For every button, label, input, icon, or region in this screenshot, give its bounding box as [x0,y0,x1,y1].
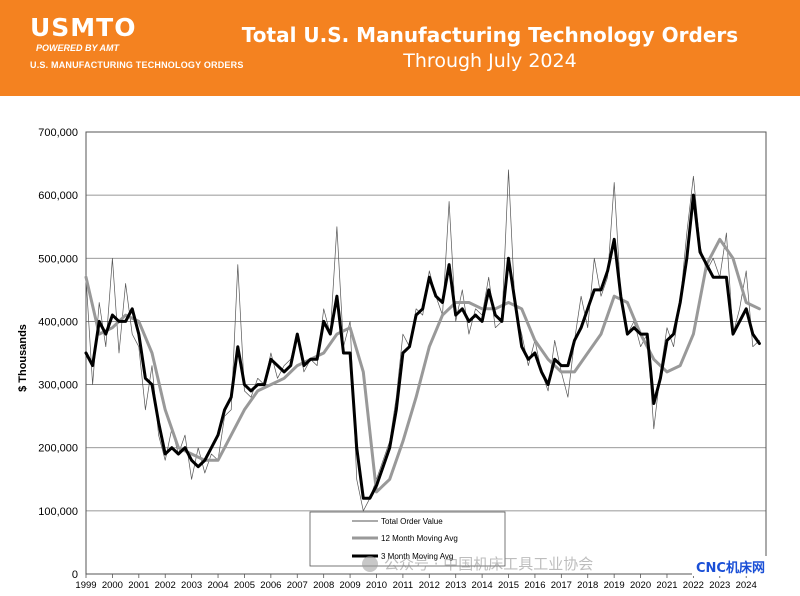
chart-title: Total U.S. Manufacturing Technology Orde… [241,23,739,47]
x-tick-label: 2014 [472,580,493,591]
x-tick-label: 2007 [287,580,308,591]
x-tick-label: 2015 [498,580,519,591]
x-tick-label: 2009 [340,580,361,591]
x-tick-label: 2024 [736,580,757,591]
watermark: 公众号 · 中国机床工具工业协会 [362,555,593,573]
x-tick-label: 2008 [313,580,334,591]
x-tick-label: 2023 [709,580,730,591]
wechat-icon [362,556,378,572]
logo-organization: U.S. MANUFACTURING TECHNOLOGY ORDERS [30,60,244,70]
legend: Total Order Value 12 Month Moving Avg 3 … [309,511,506,567]
chart-subtitle: Through July 2024 [403,50,577,72]
series-line-3-month-avg [84,193,761,500]
x-tick-label: 1999 [75,580,96,591]
logo-powered-by: POWERED BY AMT [36,43,120,53]
logo-wordmark: USMTO [30,13,137,42]
y-tick-label: 500,000 [38,253,78,265]
y-tick-label: 100,000 [38,506,78,518]
legend-label-12month: 12 Month Moving Avg [381,534,458,543]
y-tick-label: 700,000 [38,127,78,139]
x-tick-label: 2001 [128,580,149,591]
series-line-total-order-value [85,169,760,512]
gridlines [86,131,766,575]
series-lines [84,169,761,512]
watermark-text: 公众号 · 中国机床工具工业协会 [384,555,593,573]
watermark-badge-bg [692,556,772,576]
legend-label-total: Total Order Value [381,517,443,526]
x-tick-label: 2017 [551,580,572,591]
x-tick-label: 2005 [234,580,255,591]
x-tick-label: 2011 [393,580,413,591]
y-axis-label: $ Thousands [17,324,29,392]
x-tick-label: 2021 [656,580,677,591]
x-tick-label: 2019 [604,580,625,591]
x-tick-label: 2010 [366,580,387,591]
x-tick-label: 2018 [577,580,598,591]
x-tick-label: 2016 [524,580,545,591]
chart-heading: Total U.S. Manufacturing Technology Orde… [240,22,740,74]
x-tick-label: 2012 [419,580,440,591]
legend-box [309,511,506,567]
x-tick-label: 2000 [102,580,123,591]
y-tick-label: 400,000 [38,316,78,328]
line-chart: 0 100,000 200,000 300,000 400,000 500,000 600,… [17,127,772,591]
x-tick-label: 2022 [683,580,704,591]
x-tick-label: 2003 [181,580,202,591]
x-tick-label: 2020 [630,580,651,591]
header-banner: USMTO POWERED BY AMT U.S. MANUFACTURING … [0,0,800,96]
x-tick-label: 2006 [260,580,281,591]
y-tick-label: 300,000 [38,380,78,392]
x-tick-label: 2013 [445,580,466,591]
legend-label-3month: 3 Month Moving Avg [381,552,453,561]
y-tick-label: 600,000 [38,190,78,202]
watermark-badge: CNC机床网 [696,560,765,576]
y-tick-label: 0 [72,569,78,581]
y-tick-label: 200,000 [38,443,78,455]
x-tick-label: 2004 [207,580,228,591]
usmto-logo: USMTO POWERED BY AMT U.S. MANUFACTURING … [30,13,244,71]
x-tick-label: 2002 [155,580,176,591]
